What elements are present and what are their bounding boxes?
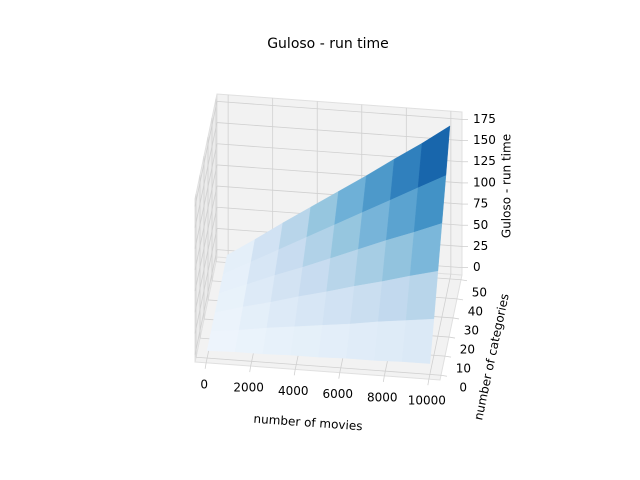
surface-face <box>377 275 411 323</box>
z-tick-label: 150 <box>473 133 496 147</box>
tick-mark <box>249 366 252 373</box>
x-tick-label: 4000 <box>278 384 309 398</box>
tick-mark <box>382 375 385 382</box>
z-tick-label: 100 <box>473 175 496 189</box>
z-tick-label: 25 <box>473 239 488 253</box>
grid-line <box>195 356 442 376</box>
surface <box>206 125 451 364</box>
tick-mark <box>444 355 452 358</box>
x-tick-label: 6000 <box>322 387 353 401</box>
y-tick-label: 0 <box>459 381 467 395</box>
y-tick-label: 20 <box>460 343 475 357</box>
z-tick-label: 50 <box>473 218 488 232</box>
grid-line <box>194 186 218 292</box>
chart-title: Guloso - run time <box>267 36 389 52</box>
surface-face <box>322 286 355 326</box>
grid-line <box>194 143 218 249</box>
tick-mark <box>452 317 460 320</box>
surface-face <box>318 323 351 359</box>
surface-face <box>401 318 435 364</box>
z-axis-label: Guloso - run time <box>500 134 514 238</box>
y-tick-label: 50 <box>472 285 487 299</box>
grid-line <box>194 228 218 334</box>
surface-face <box>350 281 383 325</box>
surface-face <box>346 321 379 361</box>
grid-line <box>216 122 463 141</box>
z-tick-label: 175 <box>473 112 496 126</box>
z-tick-label: 0 <box>473 260 481 274</box>
y-tick-label: 10 <box>456 362 471 376</box>
y-tick-label: 40 <box>468 304 483 318</box>
tick-mark <box>456 298 464 301</box>
surface-face <box>290 325 323 358</box>
surface-face <box>206 329 240 353</box>
tick-mark <box>448 336 456 339</box>
tick-mark <box>460 279 468 282</box>
x-tick-label: 0 <box>200 377 208 391</box>
x-tick-label: 10000 <box>408 394 446 408</box>
surface-face <box>373 320 407 362</box>
grid-line <box>194 164 218 270</box>
grid-line <box>216 101 463 120</box>
labels: 0 2000 4000 6000 8000 10000 0 10 20 30 40 50 0 25 50 75… <box>200 112 496 408</box>
tick-mark <box>440 374 448 377</box>
tick-mark <box>427 379 430 386</box>
z-tick-label: 125 <box>473 154 496 168</box>
x-axis-label: number of movies <box>253 412 363 434</box>
z-tick-label: 75 <box>473 197 488 211</box>
surface-face <box>234 327 268 355</box>
tick-mark <box>293 369 296 376</box>
surface-face <box>262 326 295 356</box>
grid-line <box>194 101 218 207</box>
grid-line <box>194 207 218 313</box>
y-tick-label: 30 <box>464 323 479 337</box>
grid-line <box>428 274 452 380</box>
grid-line <box>194 249 218 355</box>
surface-face <box>405 270 439 321</box>
tick-mark <box>204 362 207 369</box>
surface-face <box>294 291 327 327</box>
x-tick-label: 8000 <box>367 390 398 404</box>
tick-mark <box>338 372 341 379</box>
grid-line <box>194 122 218 228</box>
x-tick-label: 2000 <box>233 381 264 395</box>
